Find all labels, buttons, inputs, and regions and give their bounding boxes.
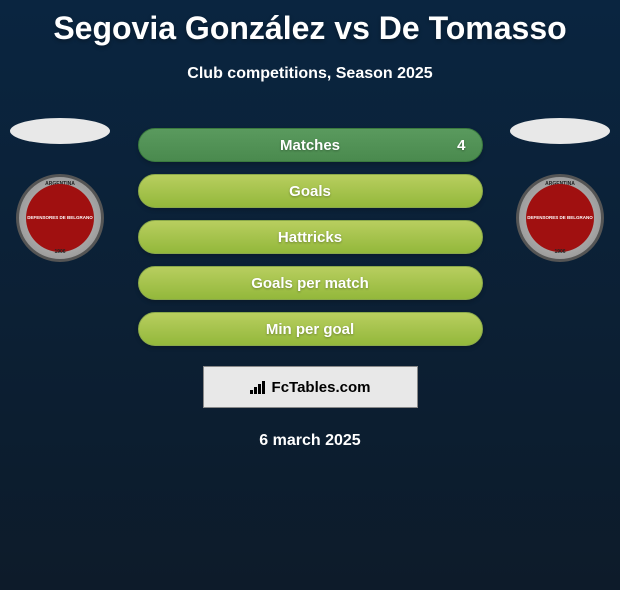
stat-row: Goals per match bbox=[138, 266, 483, 300]
watermark-label: FcTables.com bbox=[272, 379, 371, 396]
club-badge-left: ARGENTINA DEFENSORES DE BELGRANO 1906 bbox=[16, 174, 104, 262]
player-silhouette-right bbox=[510, 118, 610, 144]
badge-inner-left: DEFENSORES DE BELGRANO bbox=[26, 184, 94, 252]
stat-row: Goals bbox=[138, 174, 483, 208]
stat-row: Matches 4 bbox=[138, 128, 483, 162]
chart-icon bbox=[250, 380, 268, 394]
stat-row: Min per goal bbox=[138, 312, 483, 346]
date-label: 6 march 2025 bbox=[0, 432, 620, 450]
badge-center-text: DEFENSORES DE BELGRANO bbox=[27, 215, 93, 220]
watermark-box: FcTables.com bbox=[203, 366, 418, 408]
badge-inner-right: DEFENSORES DE BELGRANO bbox=[526, 184, 594, 252]
player-left-column: ARGENTINA DEFENSORES DE BELGRANO 1906 bbox=[10, 118, 110, 262]
page-title: Segovia González vs De Tomasso bbox=[0, 10, 620, 47]
watermark-text: FcTables.com bbox=[250, 379, 371, 396]
comparison-container: ARGENTINA DEFENSORES DE BELGRANO 1906 AR… bbox=[0, 128, 620, 450]
stat-label: Goals bbox=[289, 183, 331, 200]
badge-center-text: DEFENSORES DE BELGRANO bbox=[527, 215, 593, 220]
stat-value: 4 bbox=[457, 137, 465, 154]
player-silhouette-left bbox=[10, 118, 110, 144]
stat-label: Matches bbox=[280, 137, 340, 154]
stat-label: Min per goal bbox=[266, 321, 354, 338]
stat-label: Hattricks bbox=[278, 229, 342, 246]
club-badge-right: ARGENTINA DEFENSORES DE BELGRANO 1906 bbox=[516, 174, 604, 262]
stat-label: Goals per match bbox=[251, 275, 369, 292]
stat-row: Hattricks bbox=[138, 220, 483, 254]
player-right-column: ARGENTINA DEFENSORES DE BELGRANO 1906 bbox=[510, 118, 610, 262]
page-subtitle: Club competitions, Season 2025 bbox=[0, 65, 620, 83]
badge-year: 1906 bbox=[519, 249, 601, 255]
badge-year: 1906 bbox=[19, 249, 101, 255]
